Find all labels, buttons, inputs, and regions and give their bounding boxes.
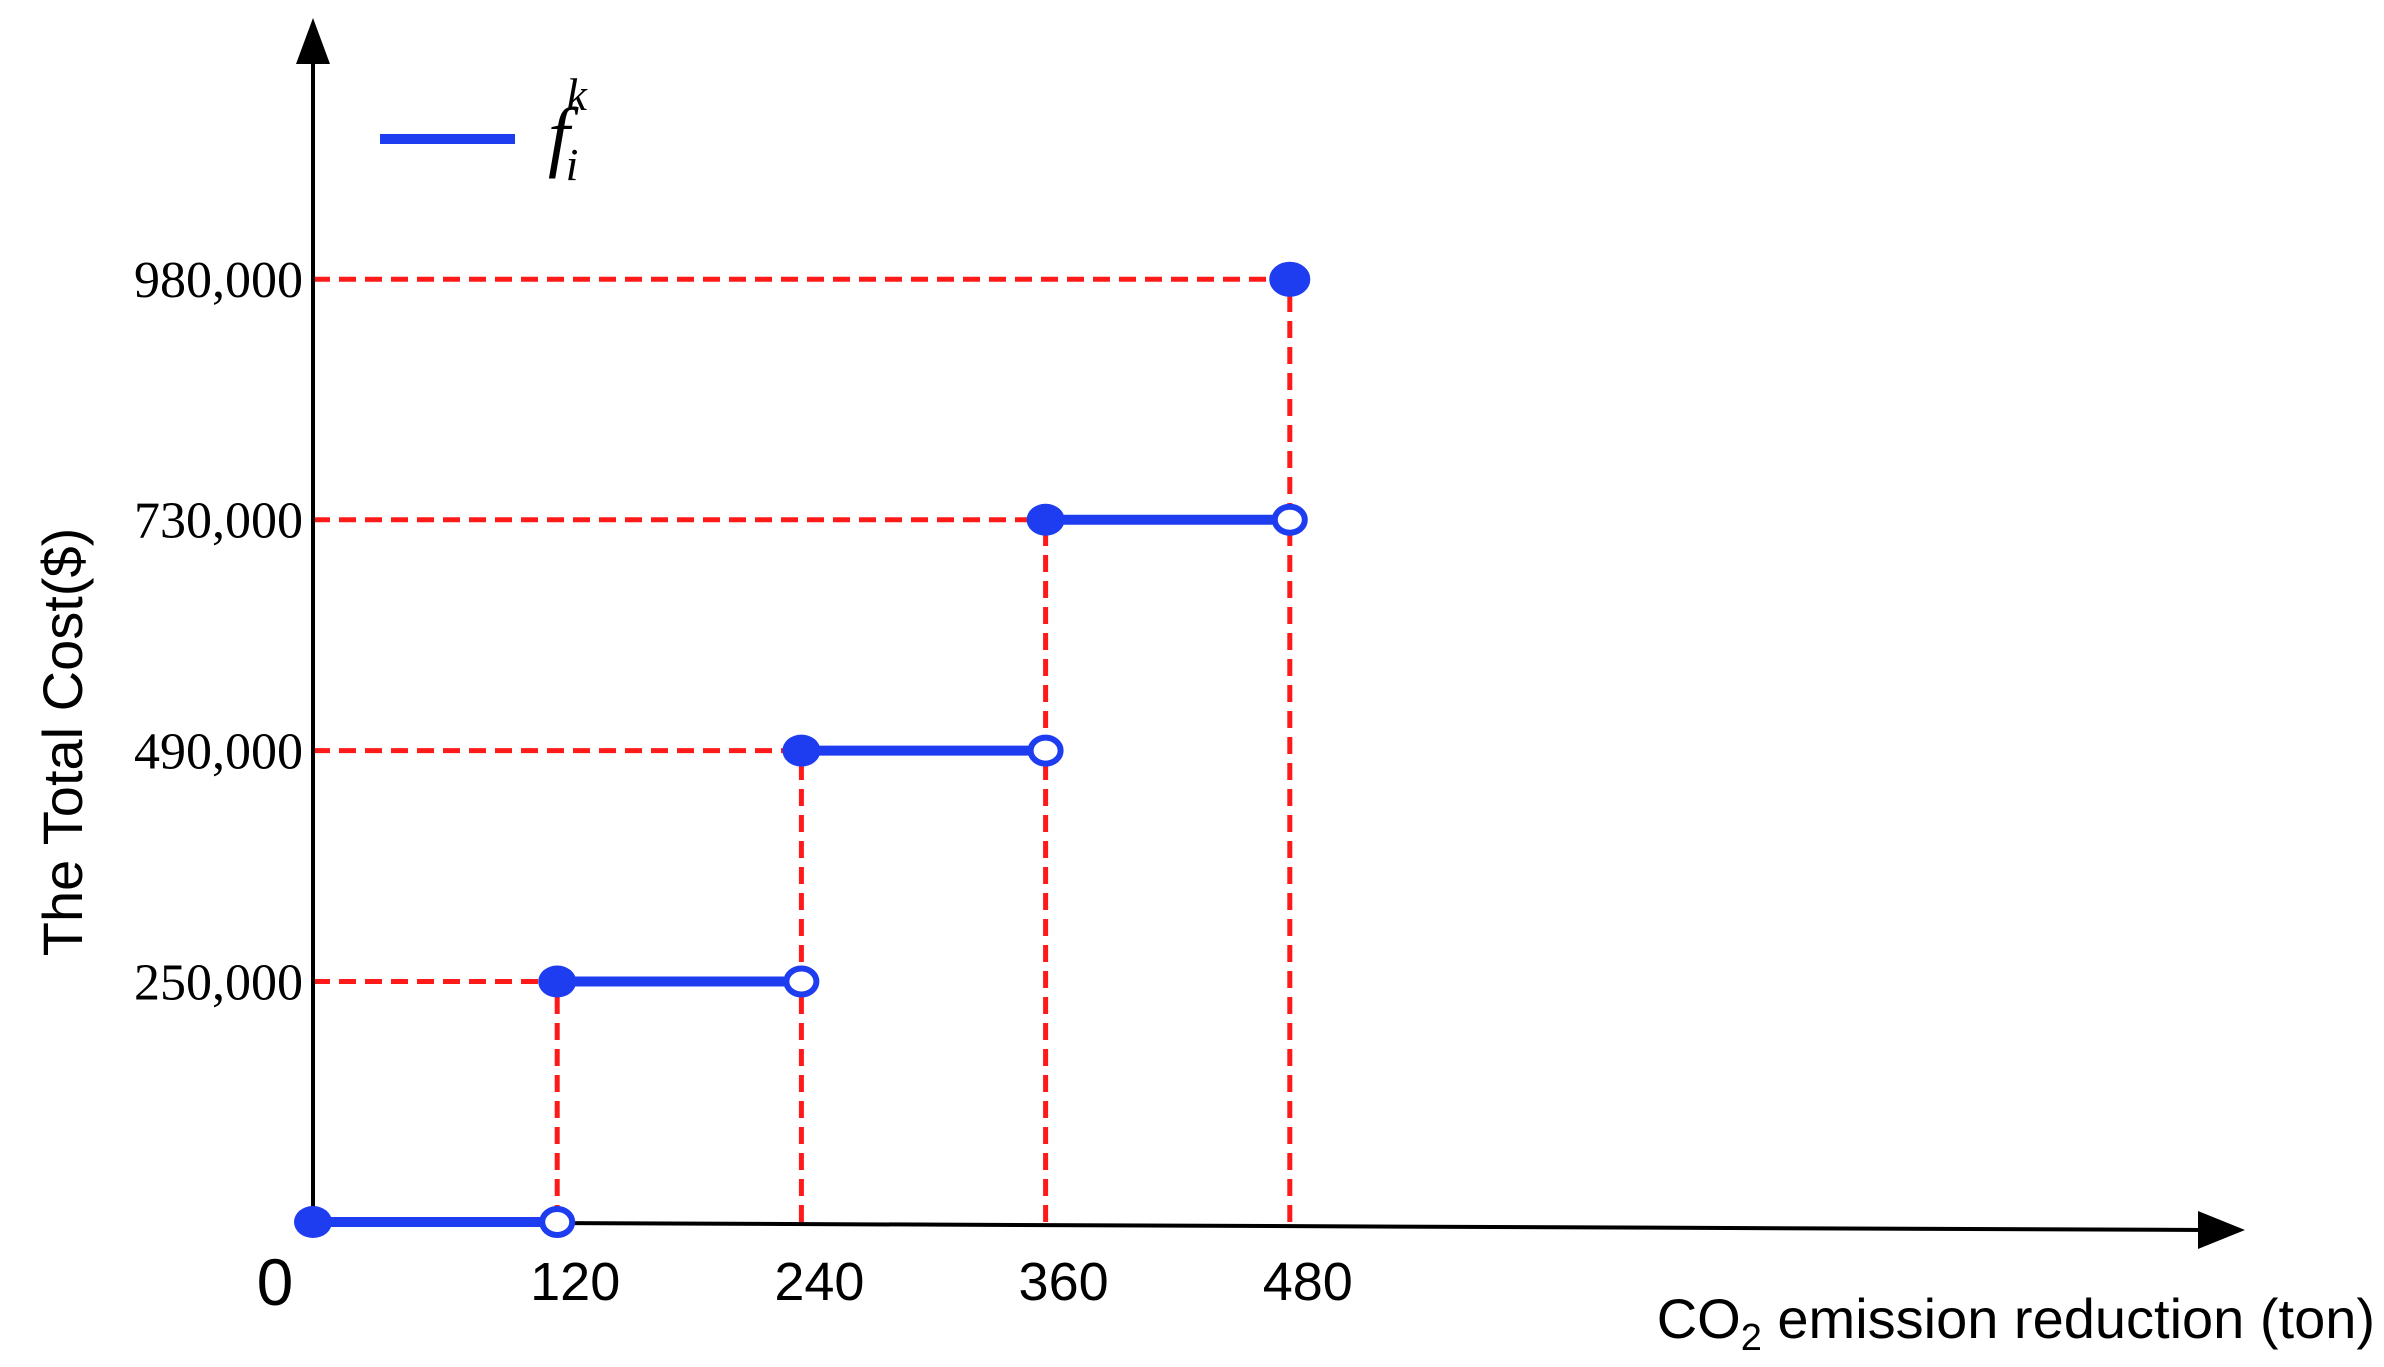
open-point-1 <box>783 965 820 998</box>
tick-labels: 120 240 360 480 250,000 490,000 730,000 980,000 <box>134 252 1353 1312</box>
x-axis-arrowhead <box>2198 1211 2245 1249</box>
x-tick-label-480: 480 <box>1263 1252 1353 1312</box>
closed-point-0 <box>294 1206 332 1238</box>
origin-label: 0 <box>257 1245 294 1319</box>
axes <box>296 18 2245 1249</box>
x-axis-title-suffix: emission reduction (ton) <box>1762 1287 2375 1350</box>
legend-superscript: k <box>566 69 588 120</box>
x-axis-title-prefix: CO <box>1657 1287 1741 1350</box>
y-tick-label-490,000: 490,000 <box>134 724 303 781</box>
y-axis-arrowhead <box>296 18 330 64</box>
x-tick-label-360: 360 <box>1019 1252 1109 1312</box>
x-axis-line <box>312 1220 2206 1232</box>
x-tick-label-240: 240 <box>774 1252 864 1312</box>
open-point-2 <box>1027 734 1064 767</box>
series-layer <box>294 261 1311 1238</box>
open-point-3 <box>1271 503 1308 536</box>
y-tick-label-730,000: 730,000 <box>134 493 303 550</box>
endpoint-0 <box>1269 261 1311 297</box>
reference-lines <box>313 276 1293 1222</box>
x-axis-title-subscript: 2 <box>1741 1317 1762 1359</box>
x-axis-title: CO2 emission reduction (ton) <box>1657 1287 2375 1359</box>
y-tick-label-980,000: 980,000 <box>134 252 303 309</box>
closed-point-3 <box>1026 503 1065 536</box>
x-tick-label-120: 120 <box>530 1252 620 1312</box>
closed-point-1 <box>538 965 577 998</box>
legend: fik <box>380 69 588 190</box>
legend-subscript: i <box>566 139 579 190</box>
y-axis-title: The Total Cost($) <box>31 528 94 956</box>
open-point-0 <box>539 1206 576 1238</box>
legend-label: fik <box>548 69 588 190</box>
closed-point-2 <box>782 734 821 767</box>
y-tick-label-250,000: 250,000 <box>134 955 303 1012</box>
